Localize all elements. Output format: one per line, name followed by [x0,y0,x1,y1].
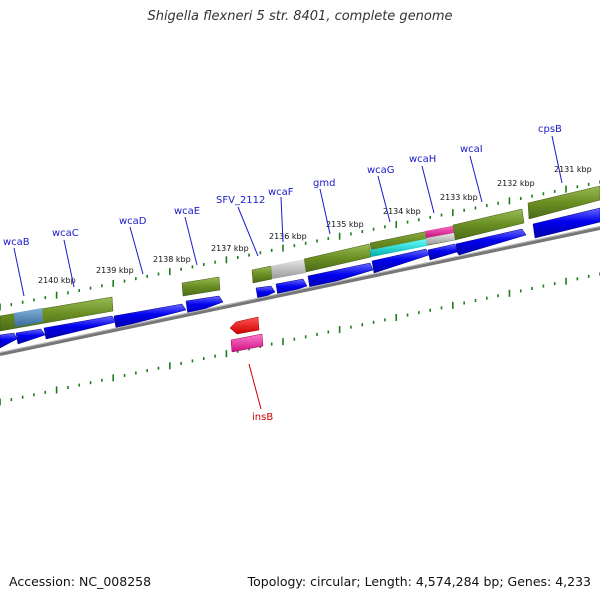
leader-gmd [319,188,331,235]
gene-labels: cpsB wcaI wcaH wcaG gmd wcaF SFV_2112 wc… [3,124,562,423]
gene-arrow [255,285,276,301]
gene-arrow [275,278,308,297]
scale-label-2140: 2140 kbp [38,276,76,285]
leader-wcaC [63,239,75,288]
overlay-feature-track [14,226,455,327]
scale-label-2133: 2133 kbp [440,193,478,202]
insB-arrow [229,316,260,335]
olive-feature-bar [181,276,221,297]
gene-label-wcaG: wcaG [367,165,395,176]
olive-feature-bar [251,265,273,284]
scale-label-2134: 2134 kbp [383,207,421,216]
leader-wcaI [469,155,483,203]
sequence-backbone [0,226,600,356]
grey-feature-bar [426,233,455,245]
gene-label-wcaF: wcaF [268,187,294,198]
leader-cpsB [551,135,563,184]
gene-arrow [113,303,187,329]
backbone-highlight [0,226,600,353]
gene-label-wcaE: wcaE [174,206,200,217]
gene-label-wcaB: wcaB [3,237,30,248]
lower-scale-ticks [0,272,600,406]
scale-label-2138: 2138 kbp [153,255,191,264]
leader-wcaF [280,196,284,243]
label-leader-lines [13,135,563,410]
insB-feature-bar [230,333,264,353]
scale-label-2136: 2136 kbp [269,232,307,241]
scale-label-2132: 2132 kbp [497,179,535,188]
gene-arrow [185,295,224,316]
leader-wcaE [184,216,198,266]
scale-ticks [0,180,600,311]
gene-arrow [43,315,117,340]
leader-SFV_2112 [237,206,259,257]
gene-arrow [307,262,374,290]
leader-wcaD [129,226,144,275]
leader-insB [248,363,262,410]
blue-gene-track [0,207,600,349]
backbone-line [0,226,600,356]
gene-arrow [0,332,18,349]
olive-feature-track [0,185,600,332]
gene-arrow [427,243,458,261]
olive-feature-bar [527,185,600,220]
scale-label-2137: 2137 kbp [211,244,249,253]
gene-label-insB: insB [252,412,273,423]
gene-label-SFV_2112: SFV_2112 [216,195,265,206]
magenta-feature-bar [425,226,454,238]
topology-text: Topology: circular; Length: 4,574,284 bp… [247,574,591,589]
scale-labels: 2131 kbp 2132 kbp 2133 kbp 2134 kbp 2135… [38,165,592,285]
gene-label-wcaI: wcaI [460,144,483,155]
leader-wcaH [421,165,435,214]
accession-text: Accession: NC_008258 [9,574,152,589]
gene-arrow [532,207,600,239]
gene-arrow [371,248,430,274]
cyan-feature-bar [370,239,427,257]
scale-label-2131: 2131 kbp [554,165,592,174]
gene-label-wcaC: wcaC [52,228,79,239]
gene-arrow [15,328,46,345]
gene-label-wcaH: wcaH [409,154,436,165]
gene-label-wcaD: wcaD [119,216,147,227]
leader-wcaG [377,175,391,223]
scale-label-2139: 2139 kbp [96,266,134,275]
insertion-features [229,316,264,353]
scale-label-2135: 2135 kbp [326,220,364,229]
leader-wcaB [13,247,25,297]
steelblue-feature-bar [14,308,43,327]
map-title: Shigella flexneri 5 str. 8401, complete … [147,9,453,24]
gene-label-cpsB: cpsB [538,124,562,135]
gene-label-gmd: gmd [313,178,335,189]
grey-feature-bar [271,259,306,279]
